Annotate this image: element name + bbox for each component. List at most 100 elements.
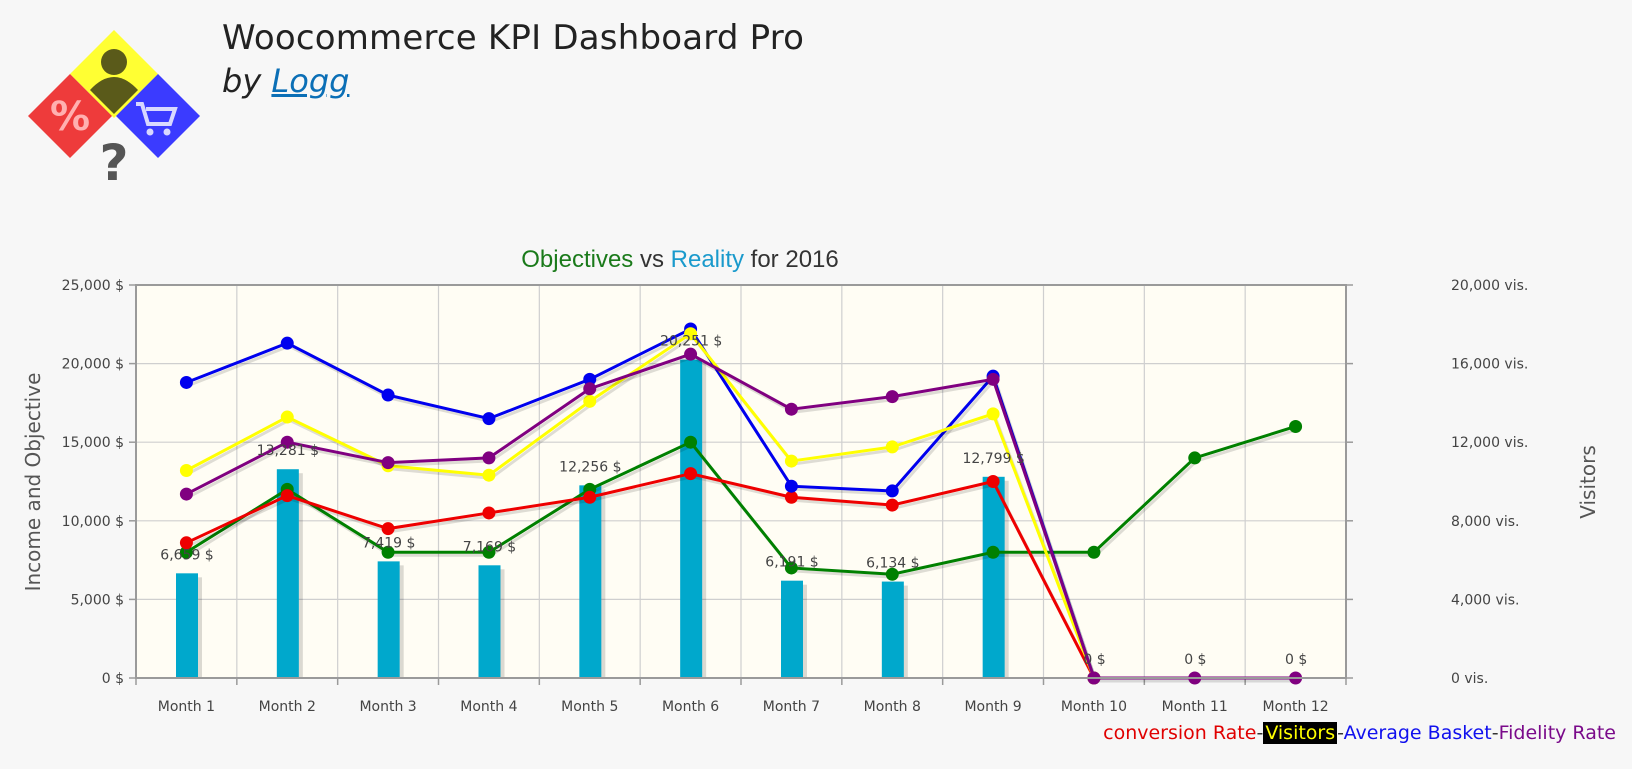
x-tick-label: Month 9 [964,699,1021,715]
x-tick-label: Month 11 [1162,699,1228,715]
series-line-shadow [187,475,1098,682]
series-point [784,454,798,468]
series-point [179,375,193,389]
percent-icon: % [28,74,112,158]
byline: by Logg [222,62,349,100]
bar-value-label: 0 $ [1083,652,1105,668]
bar-value-label: 0 $ [1285,652,1307,668]
x-tick-label: Month 7 [763,699,820,715]
legend-separator: - [1256,722,1264,744]
y2-axis-label: Visitors [1576,445,1600,519]
series-point [684,347,698,361]
series-point [784,561,798,575]
bar-value-label: 7,169 $ [463,539,516,555]
chart-title-reality: Reality [671,246,744,273]
series-point [784,490,798,504]
series-point [885,440,899,454]
series-point [583,394,597,408]
y2-tick-label: 0 vis. [1451,671,1488,687]
bar [276,469,299,678]
y-tick-label: 0 $ [102,671,124,687]
page-title: Woocommerce KPI Dashboard Pro [222,18,805,58]
legend-visitors: Visitors [1263,722,1338,744]
y2-tick-label: 16,000 vis. [1451,357,1528,373]
series-point [583,372,597,386]
series-point [1289,419,1303,433]
series-point [280,489,294,503]
legend-separator: - [1491,722,1499,744]
bar-value-label: 20,251 $ [660,334,722,350]
bar [982,476,1005,678]
series-point [280,336,294,350]
series-point [684,467,698,481]
x-tick-label: Month 2 [259,699,316,715]
y-tick-label: 5,000 $ [71,592,124,608]
bar-value-label: 7,419 $ [362,535,415,551]
series-point [684,327,698,341]
x-tick-label: Month 10 [1061,699,1127,715]
series-line [185,331,1096,679]
series-point [986,407,1000,421]
y2-tick-label: 4,000 vis. [1451,592,1519,608]
series-point [280,410,294,424]
y2-tick-label: 8,000 vis. [1451,514,1519,530]
bar [579,485,602,678]
x-tick-label: Month 12 [1263,699,1329,715]
series-point [179,487,193,501]
bar [176,573,198,678]
y-tick-label: 15,000 $ [62,435,124,451]
y-tick-label: 20,000 $ [62,357,124,373]
chart-title-objectives: Objectives [521,246,633,273]
chart-title-vs: vs [633,246,670,273]
question-icon: ? [99,134,128,192]
y-axis-label: Income and Objective [21,373,45,592]
byline-prefix: by [222,62,262,100]
series-point [482,412,496,426]
bar-value-label: 0 $ [1184,652,1206,668]
logo: % ? [28,30,200,192]
series-line-shadow [187,355,1298,683]
bar-value-label: 12,256 $ [559,459,621,475]
series-line [185,425,1297,576]
series-point [482,545,496,559]
bar-value-label: 6,659 $ [160,547,213,563]
cart-icon [116,74,200,158]
y2-tick-label: 12,000 vis. [1451,435,1528,451]
bar-value-label: 13,281 $ [257,443,319,459]
series-point [1188,451,1202,465]
series-point [684,435,698,449]
series-point [482,506,496,520]
series-point [482,451,496,465]
bar [478,565,501,678]
author-link[interactable]: Logg [271,62,350,100]
svg-text:%: % [50,94,90,140]
series-point [986,545,1000,559]
series-point [986,372,1000,386]
chart-title: Objectives vs Reality for 2016 [521,246,838,273]
x-tick-label: Month 6 [662,699,719,715]
series-point [885,484,899,498]
legend-conversion-rate: conversion Rate [1103,722,1257,744]
series-point [885,498,899,512]
bar [881,581,904,678]
x-tick-label: Month 3 [359,699,416,715]
series-point [885,390,899,404]
series-point [1087,545,1101,559]
bar [377,561,400,678]
legend-average-basket: Average Basket [1343,722,1492,744]
y-tick-label: 10,000 $ [62,514,124,530]
legend-fidelity-rate: Fidelity Rate [1498,722,1616,744]
series-point [784,402,798,416]
chart-title-suffix: for 2016 [744,246,839,273]
series-point [482,468,496,482]
series-point [885,567,899,581]
legend: conversion Rate- Visitors -Average Basket-… [1103,722,1616,744]
series-point [583,490,597,504]
x-tick-label: Month 5 [561,699,618,715]
y2-tick-label: 20,000 vis. [1451,278,1528,294]
series-point [784,479,798,493]
bar-value-label: 6,191 $ [765,555,818,571]
series-point [381,545,395,559]
series-line [185,327,1096,679]
y-tick-label: 25,000 $ [62,278,124,294]
